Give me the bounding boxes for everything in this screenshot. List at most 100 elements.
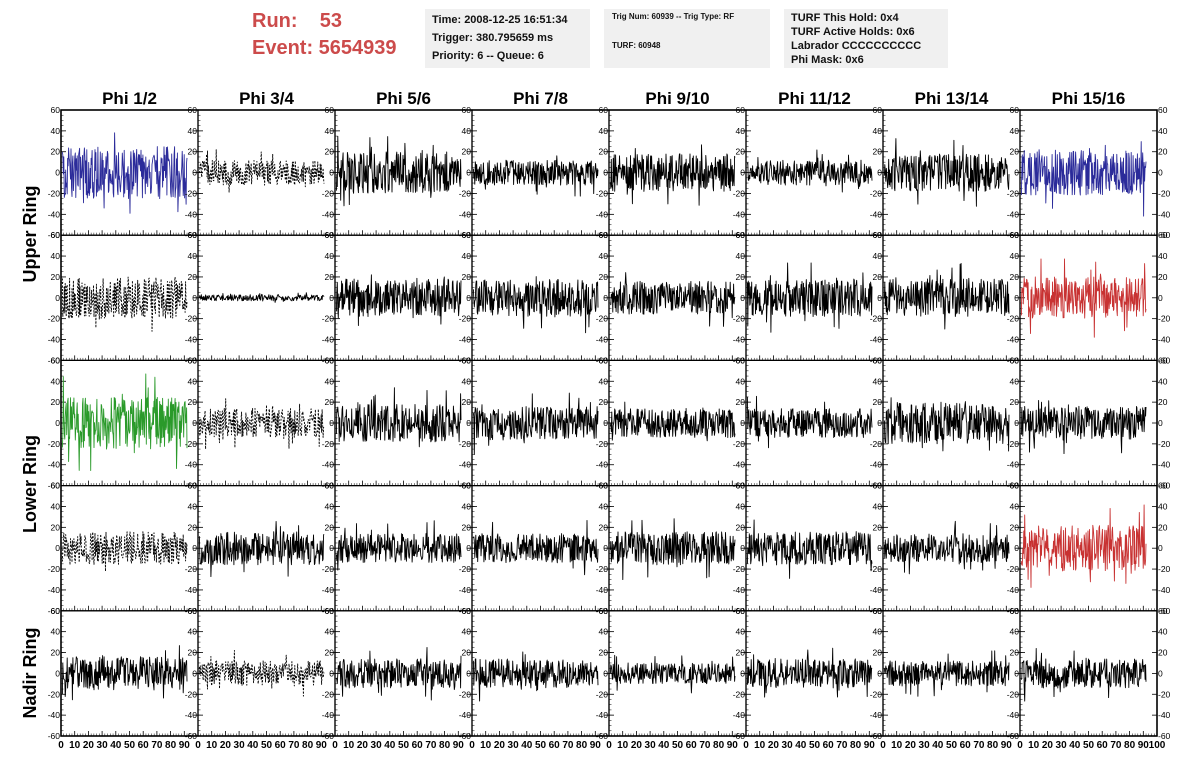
xtick-label-c7-0: 0 (880, 740, 886, 751)
row-label-1: Upper Ring (20, 186, 40, 283)
xtick-label-c7-4: 40 (932, 740, 944, 751)
ytick-label-r4c5-4: 20 (599, 522, 609, 532)
ytick-label-right-r4c8-4: 20 (1158, 522, 1168, 532)
ytick-label-r4c2-1: -40 (185, 585, 198, 595)
ytick-label-r5c3-0: -60 (322, 731, 335, 741)
ytick-label-r3c1-6: 60 (51, 355, 61, 365)
ytick-label-r1c1-0: -60 (48, 230, 61, 240)
waveform-r1c8 (1020, 141, 1147, 217)
ytick-label-r5c8-3: 0 (1014, 668, 1019, 678)
ytick-label-r4c8-1: -40 (1007, 585, 1020, 595)
ytick-label-right-r1c8-0: -60 (1158, 230, 1171, 240)
xtick-label-c7-6: 60 (960, 740, 972, 751)
ytick-label-r1c6-5: 40 (736, 126, 746, 136)
xtick-label-c3-0: 0 (332, 740, 338, 751)
ytick-label-r4c3-5: 40 (325, 501, 335, 511)
ytick-label-right-r3c8-0: -60 (1158, 481, 1171, 491)
ytick-label-r2c3-3: 0 (329, 293, 334, 303)
waveform-r2c6 (746, 262, 873, 333)
waveform-r2c7 (883, 262, 1010, 330)
ytick-label-r5c8-5: 40 (1010, 627, 1020, 637)
xtick-label-c7-2: 20 (905, 740, 917, 751)
ytick-label-r5c7-0: -60 (870, 731, 883, 741)
xtick-label-c2-7: 70 (288, 740, 300, 751)
ytick-label-r3c5-3: 0 (603, 418, 608, 428)
ytick-label-r1c5-2: -20 (596, 188, 609, 198)
ytick-label-r5c1-1: -40 (48, 710, 61, 720)
ytick-label-r5c2-5: 40 (188, 627, 198, 637)
ytick-label-r4c1-4: 20 (51, 522, 61, 532)
ytick-label-r5c1-6: 60 (51, 606, 61, 616)
ytick-label-r4c7-4: 20 (873, 522, 883, 532)
waveform-r5c8 (1020, 648, 1147, 702)
ytick-label-r5c7-2: -20 (870, 689, 883, 699)
ytick-label-r1c6-3: 0 (740, 168, 745, 178)
ytick-label-r3c8-3: 0 (1014, 418, 1019, 428)
ytick-label-r2c7-4: 20 (873, 272, 883, 282)
ytick-label-r4c4-3: 0 (466, 543, 471, 553)
ytick-label-r3c3-5: 40 (325, 376, 335, 386)
xtick-label-c4-3: 30 (508, 740, 520, 751)
ytick-label-r2c1-1: -40 (48, 335, 61, 345)
ytick-label-right-r4c8-6: 60 (1158, 481, 1168, 491)
ytick-label-r5c6-1: -40 (733, 710, 746, 720)
ytick-label-r3c8-4: 20 (1010, 397, 1020, 407)
xtick-label-c4-6: 60 (549, 740, 561, 751)
ytick-label-r5c2-3: 0 (192, 668, 197, 678)
ytick-label-r4c3-1: -40 (322, 585, 335, 595)
waveform-r2c8 (1020, 258, 1147, 338)
ytick-label-right-r5c8-1: -40 (1158, 710, 1171, 720)
waveform-r5c4 (472, 651, 599, 702)
xtick-label-c3-8: 80 (439, 740, 451, 751)
xtick-label-c3-3: 30 (371, 740, 383, 751)
waveform-r2c4 (472, 276, 599, 334)
waveform-r3c6 (746, 395, 873, 449)
ytick-label-r5c3-5: 40 (325, 627, 335, 637)
ytick-label-right-r5c8-0: -60 (1158, 731, 1171, 741)
ytick-label-right-r1c8-5: 40 (1158, 126, 1168, 136)
ytick-label-r1c8-5: 40 (1010, 126, 1020, 136)
column-header-8: Phi 15/16 (1052, 89, 1126, 108)
ytick-label-r1c5-3: 0 (603, 168, 608, 178)
ytick-label-right-r2c8-6: 60 (1158, 230, 1168, 240)
waveform-r1c3 (335, 135, 462, 207)
xtick-label-c6-7: 70 (836, 740, 848, 751)
xtick-label-c8-4: 40 (1069, 740, 1081, 751)
waveform-r1c5 (609, 144, 736, 206)
ytick-label-r5c7-3: 0 (877, 668, 882, 678)
turf-this-hold-text: TURF This Hold: 0x4 (791, 12, 899, 24)
ytick-label-r4c1-2: -20 (48, 564, 61, 574)
ytick-label-right-r4c8-2: -20 (1158, 564, 1171, 574)
ytick-label-r2c5-5: 40 (599, 251, 609, 261)
ytick-label-r4c2-2: -20 (185, 564, 198, 574)
time-info-box: Time: 2008-12-25 16:51:34 Trigger: 380.7… (425, 9, 590, 68)
ytick-label-r4c2-6: 60 (188, 481, 198, 491)
xtick-label-c5-0: 0 (606, 740, 612, 751)
waveform-r4c4 (472, 520, 599, 576)
ytick-label-right-r5c8-3: 0 (1158, 668, 1163, 678)
ytick-label-r1c4-3: 0 (466, 168, 471, 178)
ytick-label-right-r3c8-2: -20 (1158, 439, 1171, 449)
ytick-label-r1c4-1: -40 (459, 209, 472, 219)
ytick-label-r3c6-4: 20 (736, 397, 746, 407)
xtick-label-c3-1: 10 (343, 740, 355, 751)
ytick-label-r2c6-4: 20 (736, 272, 746, 282)
xtick-label-c4-4: 40 (521, 740, 533, 751)
xtick-label-c4-7: 70 (562, 740, 574, 751)
ytick-label-r4c6-4: 20 (736, 522, 746, 532)
xtick-label-c1-9: 90 (179, 740, 191, 751)
waveform-r2c3 (335, 274, 462, 326)
ytick-label-r1c7-1: -40 (870, 209, 883, 219)
xtick-label-c1-8: 80 (165, 740, 177, 751)
xtick-label-c7-8: 80 (987, 740, 999, 751)
ytick-label-r5c2-6: 60 (188, 606, 198, 616)
ytick-label-r2c8-2: -20 (1007, 314, 1020, 324)
ytick-label-r3c6-2: -20 (733, 439, 746, 449)
ytick-label-r2c3-4: 20 (325, 272, 335, 282)
xtick-label-c4-5: 50 (535, 740, 547, 751)
ytick-label-r5c7-5: 40 (873, 627, 883, 637)
ytick-label-r5c8-0: -60 (1007, 731, 1020, 741)
ytick-label-r2c8-1: -40 (1007, 335, 1020, 345)
ytick-label-r1c5-4: 20 (599, 147, 609, 157)
ytick-label-r4c8-5: 40 (1010, 501, 1020, 511)
